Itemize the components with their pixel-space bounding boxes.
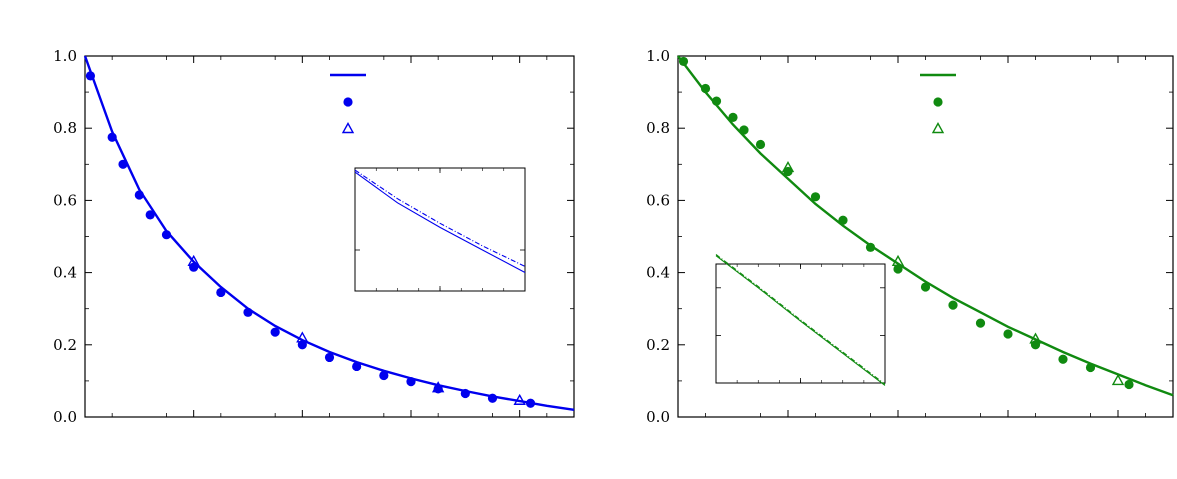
porous-point — [243, 307, 253, 317]
y-tick-label: 1.0 — [53, 47, 77, 65]
legend — [330, 73, 366, 134]
porous-point — [379, 370, 389, 381]
y-tick-label: 0.2 — [646, 336, 670, 354]
y-tick-label: 0.0 — [646, 408, 670, 426]
porous-point — [678, 56, 689, 67]
support-point — [1029, 332, 1042, 344]
support-point — [296, 331, 309, 343]
inset-fe-line — [715, 255, 886, 386]
y-tick-label: 0.2 — [53, 336, 77, 354]
porous-point — [975, 318, 986, 328]
support-point — [891, 254, 905, 266]
porous-point — [948, 300, 958, 310]
legend-triangle-swatch — [931, 122, 945, 134]
y-tick-label: 0.6 — [646, 191, 670, 209]
series-porous-inclusions — [85, 71, 536, 408]
porous-point — [700, 83, 711, 94]
y-tick-label: 0.6 — [53, 191, 77, 209]
porous-point — [810, 192, 821, 202]
y-tick-label: 1.0 — [646, 47, 670, 65]
porous-point — [728, 112, 738, 122]
y-tick-label: 0.4 — [53, 264, 77, 282]
porous-point — [1085, 362, 1096, 373]
support-point — [513, 393, 526, 405]
inset — [715, 254, 886, 386]
porous-point — [1030, 340, 1041, 350]
porous-point — [1124, 379, 1134, 390]
porous-point — [525, 398, 536, 408]
y-tick-label: 0.4 — [646, 264, 670, 282]
porous-point — [865, 242, 876, 252]
y-tick-label: 0.8 — [646, 119, 670, 137]
support-point — [1111, 373, 1125, 386]
porous-point — [838, 215, 848, 225]
porous-point — [711, 96, 722, 106]
support-point — [781, 160, 795, 173]
porous-point — [352, 361, 362, 372]
series-support-inclusions — [781, 160, 1125, 386]
porous-point — [216, 287, 226, 298]
series-support-inclusions — [187, 254, 526, 405]
porous-point — [324, 352, 335, 363]
y-tick-label: 0.0 — [53, 408, 77, 426]
y-tick-label: 0.8 — [53, 119, 77, 137]
porous-point — [134, 190, 144, 200]
porous-point — [118, 159, 128, 169]
legend-circle-swatch — [933, 97, 943, 107]
legend — [920, 73, 956, 134]
support-point — [431, 381, 445, 393]
shear-modulus-panel: 0.0 0.2 0.4 0.6 0.8 1.0 — [646, 47, 1174, 426]
porous-point — [920, 282, 931, 292]
porous-point — [189, 262, 199, 272]
porous-point — [460, 388, 470, 399]
porous-point — [406, 377, 416, 387]
porous-point — [161, 230, 172, 240]
inset-hs-line — [715, 254, 886, 385]
porous-point — [107, 132, 117, 142]
porous-point — [487, 393, 498, 403]
porous-point — [1003, 329, 1013, 339]
inset-fe-line — [354, 171, 526, 273]
porous-point — [270, 327, 280, 337]
legend-triangle-swatch — [341, 122, 355, 134]
porous-point — [739, 125, 749, 135]
porous-point — [755, 139, 766, 150]
bulk-modulus-panel: 0.0 0.2 0.4 0.6 0.8 1.0 — [53, 47, 575, 426]
porous-point — [893, 264, 903, 274]
porous-point — [1058, 354, 1068, 364]
inset-hs-line — [354, 169, 526, 267]
inset-frame — [354, 167, 526, 292]
support-point — [187, 254, 200, 266]
porous-point — [85, 71, 96, 81]
inset — [354, 167, 526, 292]
legend-circle-swatch — [343, 97, 353, 107]
porous-point — [145, 210, 155, 220]
